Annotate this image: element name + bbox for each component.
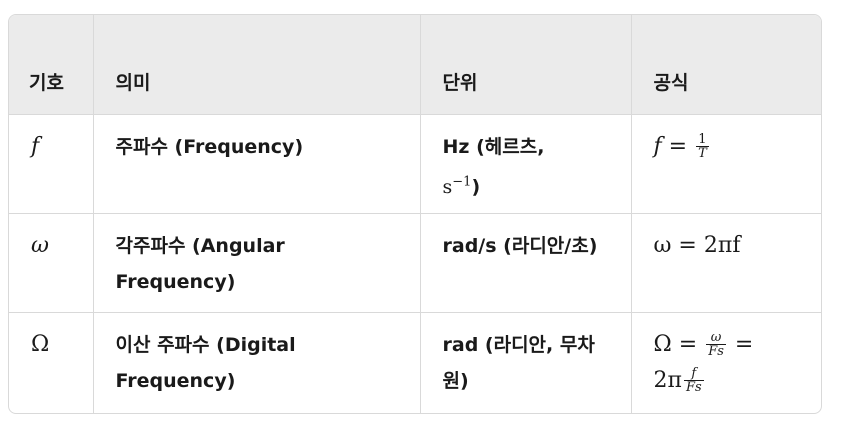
unit-close: ) [471, 175, 481, 198]
unit-math: s [442, 175, 453, 198]
header-row: 기호 의미 단위 공식 [9, 15, 821, 115]
unit-cell: Hz (헤르츠, s−1) [420, 114, 632, 214]
meaning-cell: 각주파수 (Angular Frequency) [93, 213, 421, 313]
header-meaning: 의미 [93, 15, 421, 115]
header-formula: 공식 [631, 15, 821, 115]
symbol-cell: ω [9, 213, 94, 313]
header-symbol: 기호 [9, 15, 94, 115]
unit-cell: rad/s (라디안/초) [420, 213, 632, 313]
unit-cell: rad (라디안, 무차원) [420, 312, 632, 413]
formula: Ω = ω Fs = 2π f Fs [653, 330, 754, 396]
unit-text: rad/s (라디안/초) [442, 234, 598, 257]
table-row: Ω 이산 주파수 (Digital Frequency) rad (라디안, 무… [9, 312, 821, 413]
definitions-table: 기호 의미 단위 공식 f 주파수 (Frequency) Hz (헤르츠, s… [9, 15, 821, 413]
symbol-cell: Ω [9, 312, 94, 413]
symbol-omega: ω [31, 232, 49, 258]
meaning-text: 각주파수 (Angular Frequency) [115, 234, 285, 293]
symbol-table: 기호 의미 단위 공식 f 주파수 (Frequency) Hz (헤르츠, s… [8, 14, 822, 414]
header-unit: 단위 [420, 15, 632, 115]
unit-text: Hz (헤르츠, [442, 135, 545, 158]
fraction: f Fs [683, 366, 704, 396]
fraction: ω Fs [706, 330, 726, 360]
unit-sup: −1 [452, 174, 472, 190]
table-row: ω 각주파수 (Angular Frequency) rad/s (라디안/초)… [9, 213, 821, 313]
symbol-cell: f [9, 114, 94, 214]
symbol-capital-omega: Ω [31, 331, 50, 357]
unit-text: rad (라디안, 무차원) [442, 333, 595, 392]
meaning-cell: 이산 주파수 (Digital Frequency) [93, 312, 421, 413]
symbol-f: f [31, 133, 40, 159]
meaning-cell: 주파수 (Frequency) [93, 114, 421, 214]
meaning-text: 주파수 (Frequency) [115, 135, 304, 158]
formula-cell: ω = 2πf [631, 213, 821, 313]
meaning-text: 이산 주파수 (Digital Frequency) [115, 333, 296, 392]
formula: ω = 2πf [653, 232, 741, 258]
formula-cell: Ω = ω Fs = 2π f Fs [631, 312, 821, 413]
